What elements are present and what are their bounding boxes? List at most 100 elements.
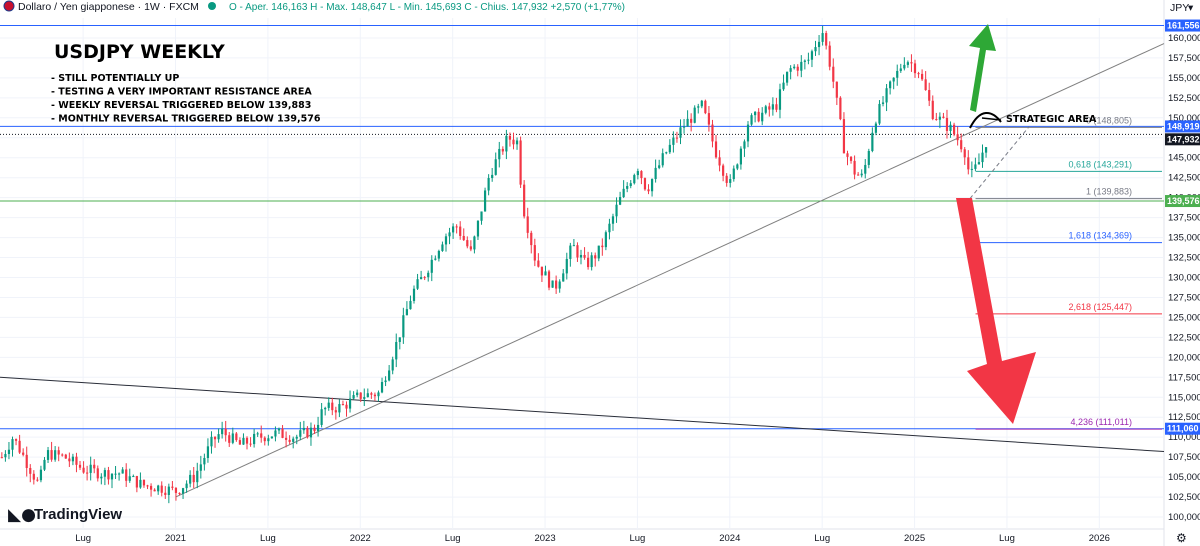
candle-body bbox=[430, 259, 433, 273]
candle-body bbox=[956, 134, 959, 141]
candle-body bbox=[245, 437, 249, 444]
candle-body bbox=[284, 437, 288, 440]
candle-body bbox=[960, 140, 963, 150]
arrows[interactable] bbox=[956, 24, 1036, 424]
candle-body bbox=[704, 100, 707, 114]
time-tick-label: 2024 bbox=[719, 533, 740, 544]
symbol-header[interactable]: Dollaro / Yen giapponese · 1W · FXCM O -… bbox=[3, 0, 1194, 14]
candle-body bbox=[501, 148, 504, 152]
candle-body bbox=[39, 469, 43, 481]
candle-body bbox=[633, 175, 636, 184]
candle-body bbox=[494, 159, 497, 175]
candle-body bbox=[146, 485, 149, 487]
candle-body bbox=[171, 486, 174, 488]
time-tick-label: Lug bbox=[260, 533, 276, 544]
symbol-title[interactable]: Dollaro / Yen giapponese · 1W · FXCM bbox=[18, 1, 199, 13]
time-tick-label: 2022 bbox=[350, 533, 371, 544]
candle-body bbox=[167, 486, 170, 495]
candle-body bbox=[640, 171, 643, 179]
candle-body bbox=[441, 244, 444, 251]
candle-body bbox=[885, 88, 888, 103]
candle-body bbox=[277, 428, 281, 431]
candle-body bbox=[206, 446, 210, 459]
candle-body bbox=[913, 63, 917, 74]
candle-body bbox=[25, 454, 28, 468]
price-tick-label: 157,500 bbox=[1168, 53, 1200, 64]
arrow-down-icon bbox=[956, 198, 1036, 424]
fibonacci-extension[interactable]: 0 (148,805) 0,618 (143,291) 1 (139,883) 1,6… bbox=[969, 115, 1162, 430]
candle-body bbox=[359, 392, 362, 399]
chevron-down-icon[interactable]: ▾ bbox=[1188, 2, 1194, 14]
candle-body bbox=[594, 255, 597, 259]
candle-body bbox=[910, 62, 913, 64]
candle-body bbox=[835, 81, 838, 98]
candle-body bbox=[871, 132, 874, 151]
price-tick-label: 120,000 bbox=[1168, 352, 1200, 363]
candle-body bbox=[736, 164, 739, 169]
strategic-pointer bbox=[981, 117, 1002, 121]
candle-body bbox=[921, 73, 924, 80]
candle-body bbox=[761, 112, 764, 122]
candle-body bbox=[221, 428, 224, 435]
candle-body bbox=[668, 144, 671, 153]
price-tick-label: 107,500 bbox=[1168, 452, 1200, 463]
candle-body bbox=[352, 395, 355, 399]
candle-body bbox=[864, 164, 867, 174]
candle-body bbox=[29, 467, 32, 474]
candle-body bbox=[952, 124, 956, 135]
candle-body bbox=[590, 255, 593, 268]
candle-body bbox=[725, 175, 728, 183]
candle-body bbox=[977, 162, 981, 165]
price-tick-label: 125,000 bbox=[1168, 312, 1200, 323]
tradingview-logo-icon: ◣● bbox=[8, 505, 36, 525]
candle-body bbox=[427, 272, 430, 278]
candle-body bbox=[348, 398, 352, 409]
candle-body bbox=[68, 458, 71, 462]
candle-body bbox=[643, 178, 647, 190]
candle-body bbox=[128, 476, 131, 481]
candle-body bbox=[800, 61, 803, 71]
candle-body bbox=[917, 73, 920, 75]
candle-body bbox=[75, 456, 78, 465]
candle-body bbox=[579, 254, 583, 258]
candle-body bbox=[380, 382, 384, 393]
price-tag-label: 111,060 bbox=[1167, 424, 1199, 434]
candle-body bbox=[597, 245, 600, 259]
candle-body bbox=[782, 82, 785, 90]
candle-body bbox=[121, 469, 124, 474]
candle-body bbox=[686, 118, 689, 127]
candle-body bbox=[235, 433, 238, 441]
candle-body bbox=[57, 450, 60, 455]
candle-body bbox=[540, 266, 544, 276]
candle-body bbox=[341, 404, 345, 406]
annotation-title: USDJPY WEEKLY bbox=[54, 41, 225, 63]
candle-body bbox=[796, 66, 799, 71]
candle-body bbox=[373, 394, 377, 397]
candle-body bbox=[43, 459, 46, 470]
candle-body bbox=[320, 409, 323, 425]
candle-body bbox=[498, 148, 501, 160]
candle-body bbox=[295, 436, 298, 439]
price-tick-label: 132,500 bbox=[1168, 253, 1200, 264]
candle-body bbox=[402, 315, 405, 338]
candle-body bbox=[508, 135, 512, 140]
ohlc-readout: O - Aper. 146,163 H - Max. 148,647 L - M… bbox=[229, 2, 625, 13]
candle-body bbox=[32, 473, 35, 480]
candle-body bbox=[267, 438, 270, 442]
market-status-icon bbox=[208, 2, 216, 10]
candle-body bbox=[814, 47, 817, 52]
candle-body bbox=[178, 492, 181, 494]
candle-body bbox=[665, 152, 668, 154]
price-axis-panel[interactable] bbox=[1164, 0, 1200, 546]
currency-label[interactable]: JPY bbox=[1170, 2, 1189, 14]
candle-body bbox=[309, 427, 313, 438]
candle-body bbox=[729, 179, 732, 183]
candle-body bbox=[249, 443, 252, 445]
candle-body bbox=[743, 141, 746, 149]
candle-body bbox=[260, 433, 263, 438]
settings-gear-icon[interactable]: ⚙ bbox=[1176, 531, 1187, 545]
price-tick-label: 160,000 bbox=[1168, 33, 1200, 44]
candle-body bbox=[764, 106, 767, 113]
candle-body bbox=[768, 106, 771, 110]
